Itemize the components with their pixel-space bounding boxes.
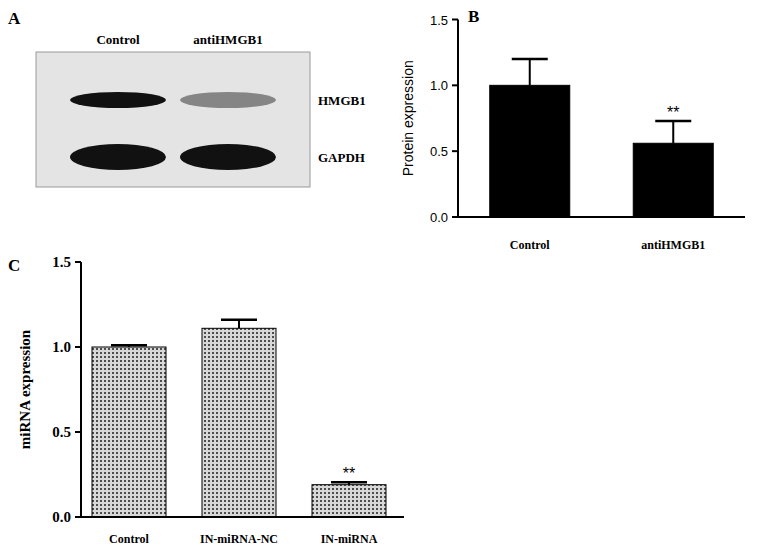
y-axis [80, 262, 82, 517]
y-tick-label: 1.5 [430, 13, 448, 28]
blot-band [180, 92, 276, 108]
error-cap [512, 58, 548, 61]
plot-area [490, 59, 714, 217]
error-stem [672, 121, 674, 143]
y-tick-label: 0.0 [430, 210, 448, 225]
error-bar [512, 59, 548, 85]
y-tick [452, 150, 458, 152]
error-bar [221, 320, 257, 329]
x-tick-label: IN-miRNA [321, 532, 378, 546]
y-axis [457, 20, 459, 218]
chart-panel: B ** 0.0 0.5 1.0 1.5 Control antiHMGB1 Protein e… [400, 7, 745, 252]
y-tick-label: 0.5 [430, 144, 448, 159]
y-axis-label: Protein expression [400, 60, 416, 176]
band-label: GAPDH [318, 150, 365, 165]
panel-label: A [8, 9, 21, 28]
y-tick [75, 346, 81, 348]
y-tick [452, 19, 458, 21]
bar [490, 85, 570, 217]
y-tick [75, 431, 81, 433]
figure: A Control antiHMGB1 HMGB1 GAPDH B ** 0.0 0.5 1.0 1… [0, 0, 760, 551]
chart-panel: C ** 0.0 0.5 1.0 1.5 Control IN-miRNA-NC IN-miRN… [8, 254, 404, 546]
y-axis-label: miRNA expression [17, 329, 33, 449]
blot-band [70, 92, 166, 108]
y-tick [75, 516, 81, 518]
canvas: A Control antiHMGB1 HMGB1 GAPDH B ** 0.0 0.5 1.0 1… [0, 0, 760, 551]
x-tick-label: IN-miRNA-NC [200, 532, 278, 546]
panel-label: C [8, 256, 20, 275]
bar [312, 485, 386, 517]
significance: ** [343, 465, 355, 482]
error-cap [111, 344, 147, 347]
band-label: HMGB1 [318, 93, 366, 108]
error-stem [529, 59, 531, 85]
y-tick-label: 1.5 [52, 254, 71, 270]
error-stem [238, 320, 240, 329]
x-tick-label: Control [510, 238, 550, 252]
significance: ** [667, 104, 679, 121]
y-tick [452, 84, 458, 86]
y-tick-label: 1.0 [430, 78, 448, 93]
error-bar [111, 345, 147, 347]
x-tick-label: antiHMGB1 [641, 238, 705, 252]
y-tick [75, 261, 81, 263]
panel-label: B [468, 7, 479, 26]
error-bar [331, 482, 367, 485]
blot-membrane [36, 52, 310, 187]
lane-label: antiHMGB1 [193, 32, 262, 47]
blot-band [180, 144, 276, 170]
blot-band [70, 144, 166, 170]
plot-area [92, 320, 386, 517]
x-axis [81, 516, 404, 518]
y-tick-label: 0.5 [52, 424, 71, 440]
bar [633, 143, 713, 217]
x-tick-label: Control [109, 532, 149, 546]
y-tick-label: 1.0 [52, 339, 71, 355]
bar [92, 347, 166, 517]
error-cap [221, 319, 257, 322]
y-tick [452, 216, 458, 218]
error-bar [655, 121, 691, 143]
bar [202, 328, 276, 517]
lane-label: Control [96, 32, 139, 47]
y-tick-label: 0.0 [52, 509, 71, 525]
x-axis [458, 216, 745, 218]
